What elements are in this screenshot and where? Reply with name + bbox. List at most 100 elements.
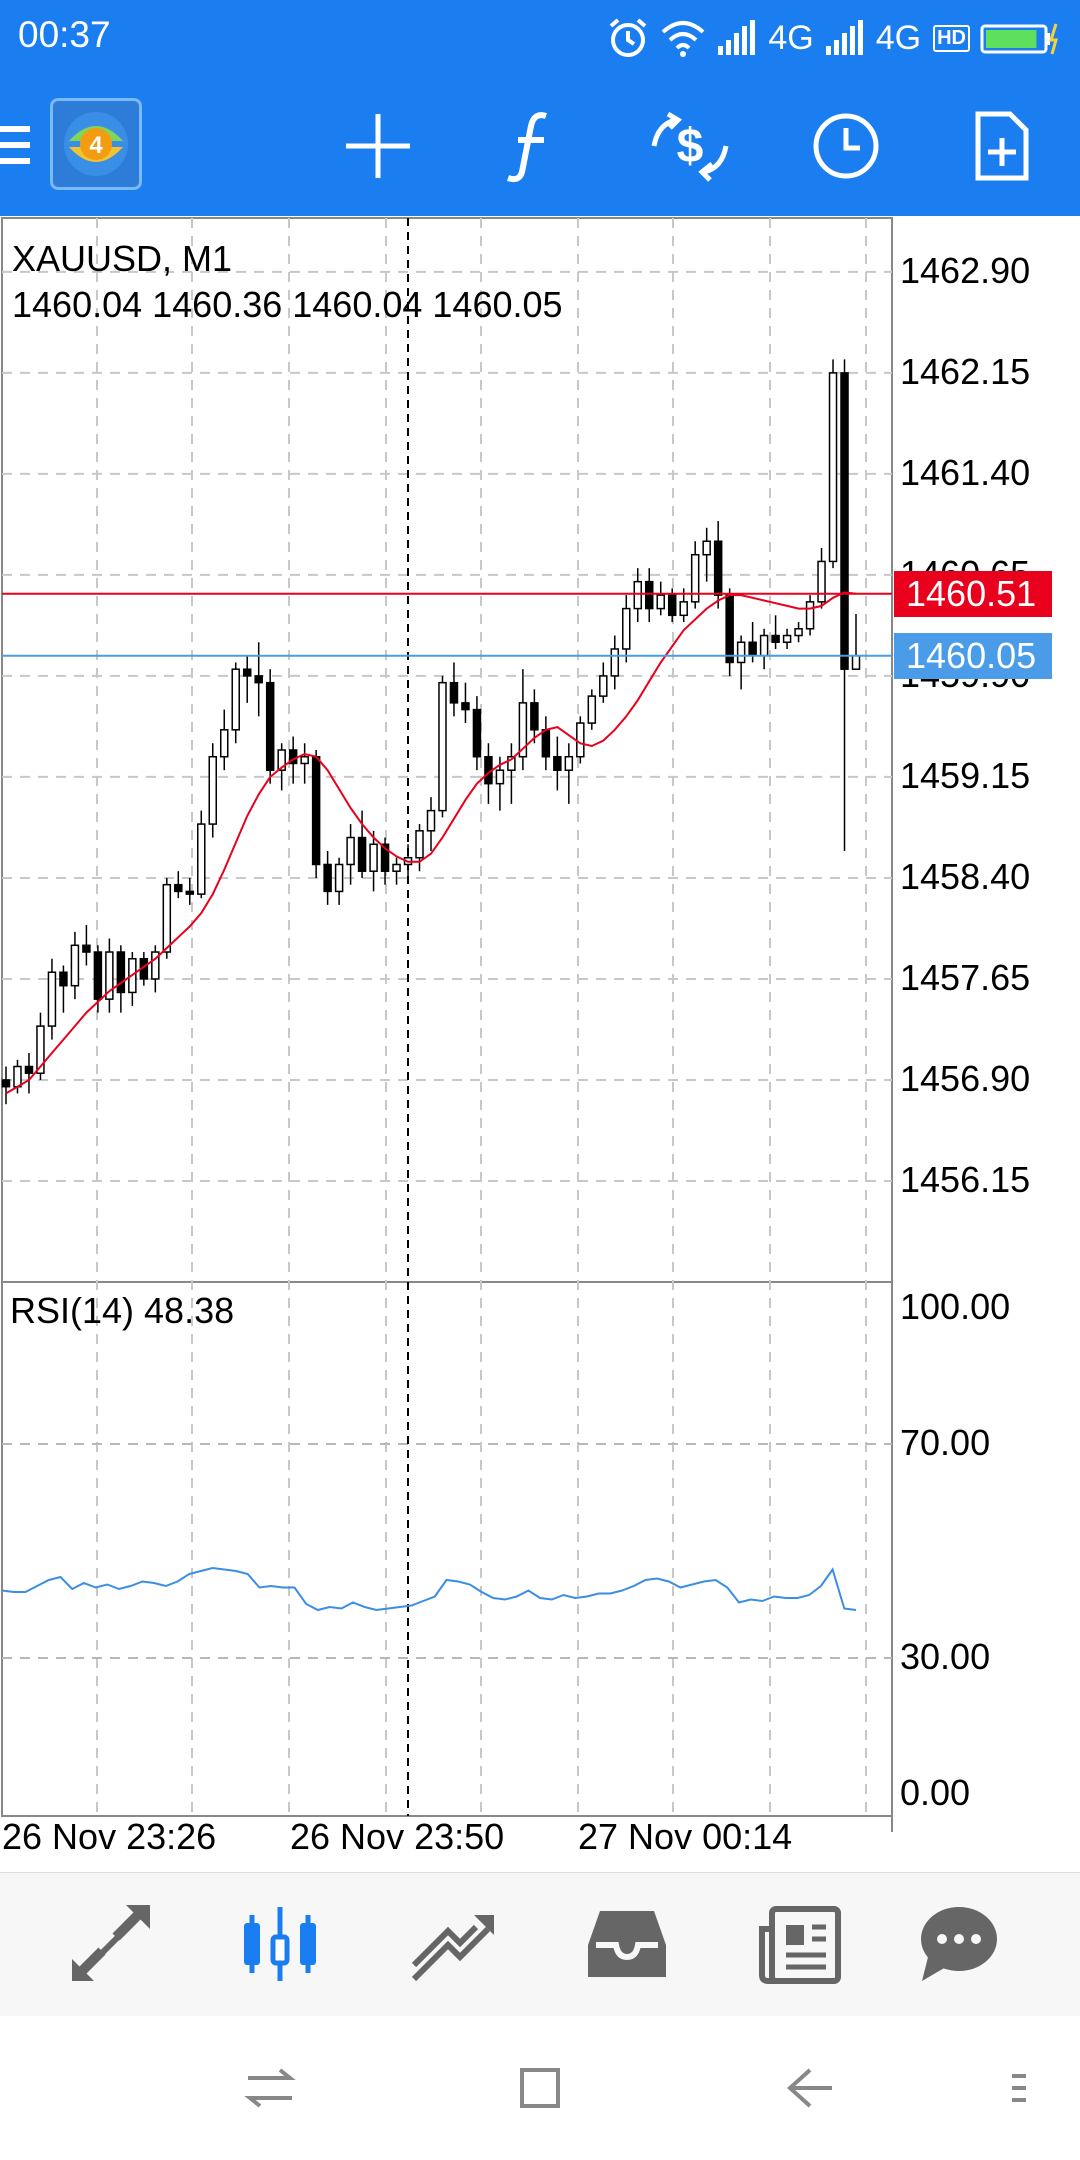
candle-body [82, 944, 91, 953]
rsi-tick-label: 0.00 [900, 1772, 971, 1813]
price-tick-label: 1461.40 [900, 451, 1031, 493]
candle-body [507, 755, 516, 771]
bottom-tab-bar [0, 1872, 1080, 2016]
candle-body [426, 809, 436, 832]
candle-body [771, 634, 780, 644]
candle-body [587, 695, 597, 724]
candle-body [105, 951, 114, 1000]
system-nav-bar [0, 2016, 1080, 2160]
candle-body [449, 681, 459, 704]
candle-body [59, 971, 68, 987]
candle-body [265, 681, 275, 771]
quotes-icon [72, 1905, 150, 1981]
candle-body [622, 607, 631, 650]
chart-area[interactable]: XAUUSD, M1 1460.04 1460.36 1460.04 1460.… [0, 216, 1080, 1872]
network-label-2: 4G [875, 18, 922, 57]
price-tick-label: 1458.40 [900, 855, 1031, 897]
candle-body [644, 580, 654, 610]
svg-text:$: $ [677, 120, 704, 173]
menu-icon[interactable] [0, 124, 32, 168]
app-logo[interactable]: 4 [50, 98, 142, 190]
candle-body [13, 1065, 22, 1088]
candle-body [162, 883, 172, 953]
price-tick-label: 1456.90 [900, 1057, 1031, 1099]
candle-body [334, 863, 344, 893]
candle-body [1, 1079, 11, 1088]
inbox-icon [588, 1911, 666, 1977]
price-tick-label: 1462.15 [900, 350, 1031, 392]
candle-body [541, 729, 551, 758]
crosshair-icon[interactable] [338, 106, 418, 186]
candle-body [851, 654, 861, 670]
symbols-icon[interactable]: $ [648, 106, 729, 186]
candle-body [392, 863, 401, 872]
tab-trade[interactable] [408, 1899, 498, 1989]
tab-history[interactable] [582, 1899, 672, 1989]
candle-body [472, 708, 482, 758]
candle-body [380, 843, 390, 872]
candle-body [323, 863, 332, 893]
signal-icon-2 [825, 20, 863, 55]
back-icon[interactable] [780, 2058, 840, 2118]
candle-body [828, 372, 838, 563]
price-tick-label: 1459.15 [900, 754, 1031, 796]
tab-news[interactable] [756, 1899, 846, 1989]
candle-body [725, 594, 734, 664]
tab-chat[interactable] [914, 1899, 1004, 1989]
candle-body [495, 769, 505, 785]
rsi-tick-label: 70.00 [900, 1422, 991, 1463]
ask-price-tag: 1460.51 [894, 570, 1052, 617]
network-label-1: 4G [768, 18, 814, 57]
menu-dots-icon[interactable] [1000, 2058, 1060, 2118]
rsi-tick-label: 30.00 [900, 1636, 991, 1677]
indicators-icon[interactable] [494, 106, 574, 186]
candle-body [805, 601, 815, 630]
hd-badge: HD [933, 24, 970, 52]
time-tick-label: 27 Nov 00:14 [578, 1816, 793, 1857]
price-tick-label: 1457.65 [900, 956, 1031, 998]
tab-quotes[interactable] [66, 1899, 156, 1989]
battery-icon [980, 23, 1058, 55]
candle-body [530, 702, 539, 731]
candle-body [70, 944, 80, 987]
candle-body [576, 722, 585, 758]
candle-body [518, 702, 528, 758]
candle-body [840, 372, 849, 670]
time-tick-label: 26 Nov 23:50 [290, 1816, 505, 1857]
candle-body [713, 540, 723, 596]
candle-body [564, 755, 574, 771]
candle-body [759, 634, 769, 657]
new-order-icon[interactable] [962, 106, 1042, 186]
timeframe-icon[interactable] [806, 106, 886, 186]
candle-body [346, 836, 355, 866]
trade-icon [411, 1915, 494, 1982]
candle-body [219, 729, 229, 758]
candle-body [782, 634, 792, 644]
home-icon[interactable] [510, 2058, 570, 2118]
candle-body [415, 830, 424, 859]
candle-body [197, 823, 206, 895]
toolbar: 4 $ [0, 76, 1080, 216]
candle-body [174, 883, 183, 893]
recent-apps-icon[interactable] [240, 2058, 300, 2118]
price-tick-label: 1456.15 [900, 1158, 1031, 1200]
candle-body [357, 836, 367, 872]
candle-body [461, 702, 470, 711]
time-tick-label: 26 Nov 23:26 [2, 1816, 217, 1857]
candle-body [553, 755, 562, 771]
candle-body [369, 843, 378, 872]
tab-chart[interactable] [236, 1899, 326, 1989]
status-icons: 4G 4G HD [606, 10, 1060, 66]
candles-icon [244, 1907, 316, 1981]
candle-body [736, 641, 746, 664]
candle-body [242, 668, 252, 677]
alarm-icon [610, 18, 647, 57]
candle-body [151, 951, 160, 980]
rsi-title: RSI(14) 48.38 [10, 1290, 235, 1331]
chat-icon [921, 1907, 997, 1981]
candle-body [24, 1065, 34, 1074]
news-icon [759, 1906, 841, 1984]
candle-body [679, 601, 688, 617]
price-chart[interactable] [0, 216, 1080, 1872]
candle-body [254, 675, 263, 684]
